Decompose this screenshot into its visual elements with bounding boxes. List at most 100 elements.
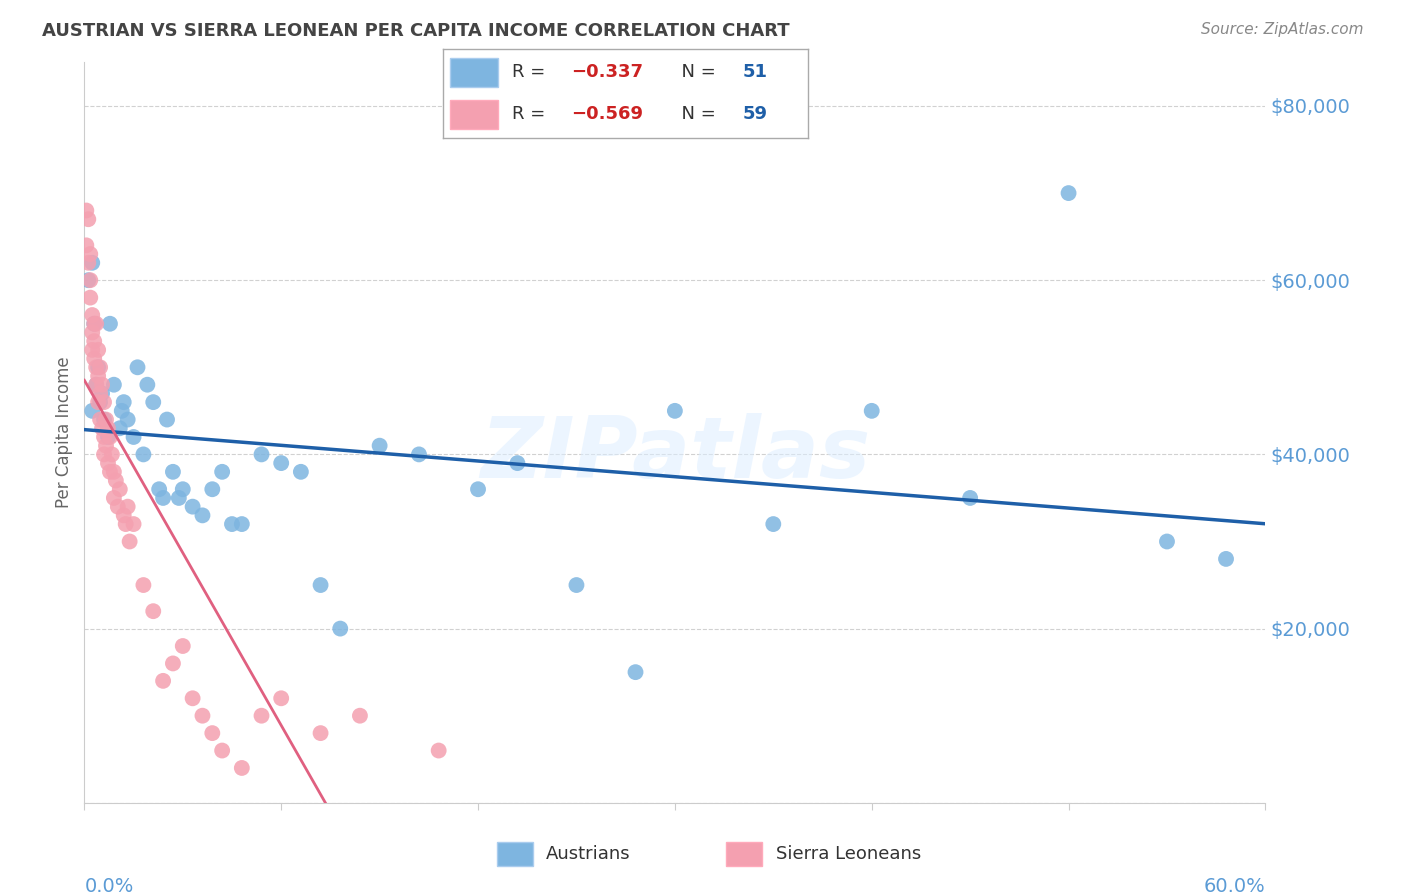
Point (152, 491, 174, 505)
Point (101, 447, 124, 461)
Text: −0.569: −0.569 (571, 104, 643, 123)
Point (82, 256, 104, 270)
Point (1215, 552, 1237, 566)
Point (142, 395, 165, 409)
Point (142, 604, 165, 618)
Point (97, 456, 120, 470)
Point (89, 360, 111, 375)
Text: Source: ZipAtlas.com: Source: ZipAtlas.com (1201, 22, 1364, 37)
Point (270, 691, 292, 706)
Point (79, 291, 101, 305)
Point (664, 404, 686, 418)
Point (93, 447, 115, 461)
Text: 60.0%: 60.0% (1204, 877, 1265, 892)
Point (624, 665, 647, 680)
Text: R =: R = (512, 104, 551, 123)
Point (77, 273, 100, 287)
Point (211, 743, 233, 757)
Point (172, 482, 194, 496)
Text: 59: 59 (742, 104, 768, 123)
Point (87, 369, 110, 384)
Point (1057, 186, 1080, 200)
Point (250, 708, 273, 723)
Point (93, 395, 115, 409)
Point (132, 447, 155, 461)
Point (467, 482, 489, 496)
Point (83, 351, 105, 366)
Point (309, 578, 332, 592)
Point (97, 421, 120, 435)
Point (118, 534, 141, 549)
Point (98, 430, 121, 444)
Point (270, 456, 292, 470)
Point (83, 317, 105, 331)
Point (349, 708, 371, 723)
Point (89, 412, 111, 426)
Point (75, 203, 97, 218)
Text: Austrians: Austrians (546, 845, 631, 863)
Point (91, 377, 114, 392)
Point (79, 247, 101, 261)
Point (221, 517, 243, 532)
Point (167, 491, 190, 505)
Point (959, 491, 981, 505)
Y-axis label: Per Capita Income: Per Capita Income (55, 357, 73, 508)
Text: N =: N = (669, 62, 721, 81)
Point (107, 500, 129, 514)
Point (152, 673, 174, 688)
Point (82, 308, 104, 322)
Point (156, 412, 179, 426)
Point (506, 456, 529, 470)
Point (408, 447, 430, 461)
Point (309, 726, 332, 740)
Point (250, 447, 273, 461)
Point (117, 500, 139, 514)
Point (191, 708, 214, 723)
Bar (725, 842, 762, 866)
Point (565, 578, 588, 592)
Point (148, 482, 170, 496)
Point (329, 622, 352, 636)
Point (89, 395, 111, 409)
Point (91, 421, 114, 435)
Point (98, 317, 121, 331)
Point (368, 439, 391, 453)
Point (93, 412, 115, 426)
Point (91, 386, 114, 401)
Point (860, 404, 883, 418)
Point (211, 465, 233, 479)
Point (132, 578, 155, 592)
Point (87, 395, 110, 409)
Text: 51: 51 (742, 62, 768, 81)
Text: 0.0%: 0.0% (84, 877, 134, 892)
Point (77, 212, 100, 227)
Point (104, 474, 127, 488)
Point (191, 508, 214, 523)
Point (181, 500, 204, 514)
Text: N =: N = (669, 104, 721, 123)
Point (111, 404, 134, 418)
Point (84, 377, 107, 392)
Point (162, 657, 184, 671)
Point (117, 412, 139, 426)
Point (427, 743, 450, 757)
Point (82, 326, 104, 340)
Point (162, 465, 184, 479)
Point (97, 430, 120, 444)
Point (231, 761, 253, 775)
Point (114, 517, 136, 532)
Point (181, 691, 204, 706)
Point (762, 517, 785, 532)
Bar (496, 842, 533, 866)
Bar (450, 58, 498, 87)
Point (103, 465, 125, 479)
Point (108, 421, 131, 435)
Point (103, 377, 125, 392)
Point (136, 377, 159, 392)
Point (89, 386, 111, 401)
Point (290, 465, 312, 479)
Point (84, 317, 107, 331)
Text: AUSTRIAN VS SIERRA LEONEAN PER CAPITA INCOME CORRELATION CHART: AUSTRIAN VS SIERRA LEONEAN PER CAPITA IN… (42, 22, 790, 40)
Point (94, 439, 117, 453)
Point (122, 430, 145, 444)
